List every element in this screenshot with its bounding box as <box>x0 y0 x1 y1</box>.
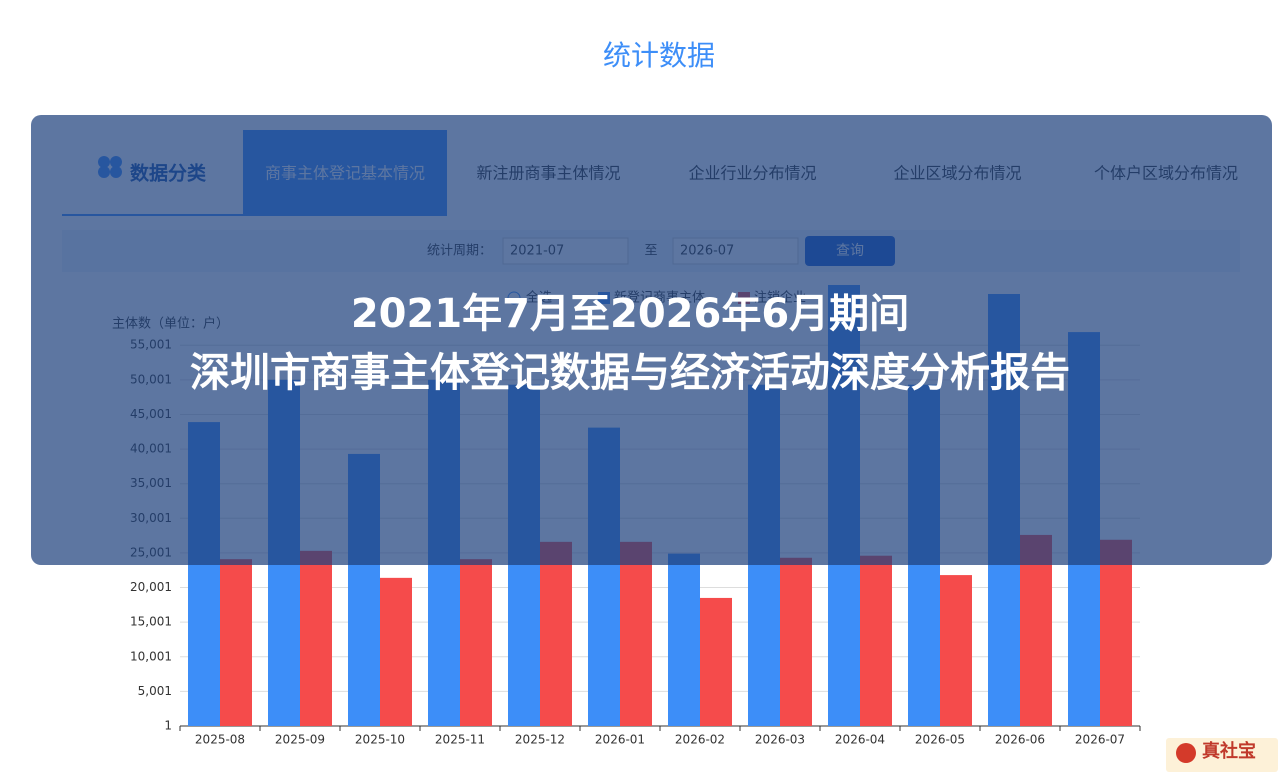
x-tick-label: 2025-08 <box>195 733 245 747</box>
x-tick-label: 2026-07 <box>1075 733 1125 747</box>
x-tick-label: 2026-02 <box>675 733 725 747</box>
x-tick-label: 2026-04 <box>835 733 885 747</box>
bar <box>220 559 252 726</box>
bar <box>380 577 412 726</box>
bar <box>1020 534 1052 726</box>
bar <box>700 597 732 726</box>
x-tick-label: 2025-09 <box>275 733 325 747</box>
y-tick-label: 1 <box>164 719 172 733</box>
bar <box>620 541 652 726</box>
page-title: 统计数据 <box>603 39 715 72</box>
overlay-line2: 深圳市商事主体登记数据与经济活动深度分析报告 <box>190 350 1070 396</box>
y-tick-label: 20,001 <box>130 580 172 594</box>
y-tick-label: 10,001 <box>130 649 172 663</box>
bar <box>860 555 892 726</box>
watermark: 真社宝 <box>1202 740 1256 762</box>
overlay-line1: 2021年7月至2026年6月期间 <box>351 291 909 337</box>
overlay <box>31 115 1272 565</box>
bar <box>540 541 572 726</box>
x-tick-label: 2026-06 <box>995 733 1045 747</box>
x-tick-label: 2025-10 <box>355 733 405 747</box>
y-tick-label: 5,001 <box>138 684 172 698</box>
bar <box>460 559 492 726</box>
bar <box>940 575 972 726</box>
x-tick-label: 2025-11 <box>435 733 485 747</box>
bar <box>668 553 700 726</box>
watermark-logo <box>1176 743 1196 763</box>
x-tick-label: 2025-12 <box>515 733 565 747</box>
x-tick-label: 2026-03 <box>755 733 805 747</box>
x-tick-label: 2026-05 <box>915 733 965 747</box>
y-tick-label: 15,001 <box>130 615 172 629</box>
bar <box>300 550 332 726</box>
x-tick-label: 2026-01 <box>595 733 645 747</box>
bar <box>780 557 812 726</box>
watermark-bg <box>1166 738 1278 772</box>
bar <box>1100 539 1132 726</box>
